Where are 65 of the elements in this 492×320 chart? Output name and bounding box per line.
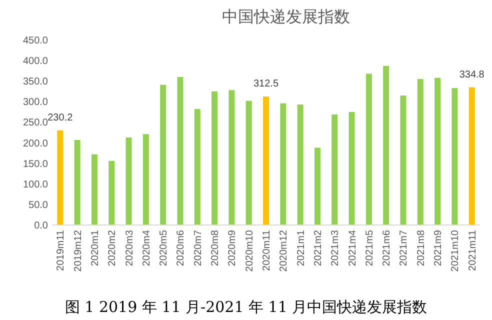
x-tick-label: 2020m8 <box>210 230 222 266</box>
bar <box>366 74 372 225</box>
x-tick-label: 2020m3 <box>124 230 136 266</box>
x-tick-label: 2019m12 <box>72 230 84 272</box>
bar <box>177 77 184 225</box>
y-tick-label: 300.0 <box>22 97 48 108</box>
y-tick-label: 50.0 <box>28 200 48 211</box>
bar <box>57 130 64 225</box>
bar <box>228 90 235 225</box>
data-label: 230.2 <box>48 112 74 124</box>
bar <box>194 109 200 225</box>
x-tick-label: 2021m2 <box>312 230 324 266</box>
bar <box>246 100 252 225</box>
bar <box>452 88 458 225</box>
x-tick-label: 2021m10 <box>450 230 462 272</box>
bar <box>108 160 115 225</box>
x-tick-label: 2021m11 <box>467 230 478 271</box>
bar <box>126 137 132 225</box>
y-tick-label: 350.0 <box>22 76 48 88</box>
y-tick-label: 250.0 <box>22 118 48 129</box>
bar <box>160 84 166 225</box>
data-label: 312.5 <box>253 78 279 90</box>
x-tick-label: 2021m3 <box>330 230 342 266</box>
x-tick-label: 2021m1 <box>296 230 307 266</box>
x-tick-label: 2020m1 <box>90 230 101 266</box>
bar <box>417 79 424 225</box>
bar <box>74 140 80 225</box>
bar <box>400 96 406 225</box>
x-tick-label: 2020m7 <box>192 230 204 266</box>
x-tick-label: 2020m6 <box>176 230 187 266</box>
x-tick-label: 2021m7 <box>398 230 410 266</box>
y-tick-label: 100.0 <box>22 179 48 190</box>
caption: 图 1 2019 年 11 月-2021 年 11 月中国快递发展指数 <box>64 298 428 316</box>
y-tick-label: 150.0 <box>22 158 48 170</box>
bar <box>212 91 218 225</box>
y-tick-label: 450.0 <box>22 36 48 46</box>
x-tick-label: 2020m9 <box>227 230 238 266</box>
x-tick-label: 2021m6 <box>382 230 393 266</box>
bar <box>314 148 320 225</box>
data-label: 334.8 <box>459 69 485 80</box>
chart-title: 中国快递发展指数 <box>222 8 350 26</box>
x-tick-label: 2021m4 <box>347 230 358 266</box>
y-tick-label: 0.0 <box>34 220 48 232</box>
x-tick-label: 2020m4 <box>141 230 152 266</box>
bar <box>434 78 441 225</box>
y-tick-label: 400.0 <box>22 56 48 68</box>
x-tick-label: 2021m9 <box>433 230 444 266</box>
bar <box>383 66 390 225</box>
bar <box>348 112 355 225</box>
x-tick-label: 2020m11 <box>262 230 272 271</box>
bar <box>91 154 98 225</box>
x-tick-label: 2020m5 <box>158 230 170 266</box>
bar <box>263 96 269 225</box>
x-tick-label: 2021m5 <box>364 230 376 266</box>
bar <box>142 134 149 225</box>
x-tick-label: 2020m2 <box>107 230 118 266</box>
x-tick-label: 2020m10 <box>244 230 256 272</box>
x-tick-label: 2019m11 <box>56 230 67 271</box>
bar <box>332 114 338 225</box>
bar <box>280 103 286 225</box>
bar <box>297 104 304 225</box>
y-tick-label: 200.0 <box>22 138 48 150</box>
x-tick-label: 2021m8 <box>416 230 427 266</box>
x-tick-label: 2020m12 <box>278 230 290 272</box>
bar <box>468 87 475 225</box>
